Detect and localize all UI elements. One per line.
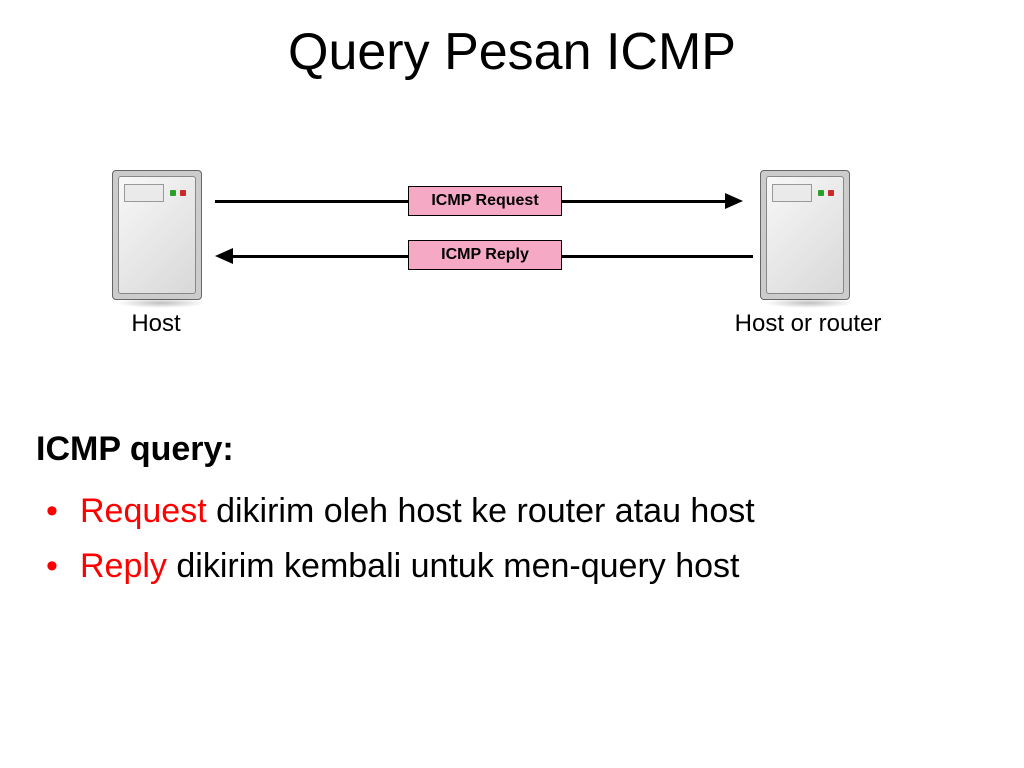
bullet-list: Request dikirim oleh host ke router atau…: [36, 487, 988, 592]
subheading: ICMP query:: [36, 430, 988, 469]
bullet-text: dikirim oleh host ke router atau host: [207, 492, 755, 530]
bullet-highlight: Reply: [80, 547, 167, 585]
router-label: Host or router: [698, 310, 918, 338]
host-server-icon: [112, 170, 202, 300]
slide-title: Query Pesan ICMP: [0, 0, 1024, 82]
bullet-item: Request dikirim oleh host ke router atau…: [36, 487, 988, 536]
bullet-highlight: Request: [80, 492, 207, 530]
request-arrow-head-icon: [725, 193, 743, 209]
router-server-icon: [760, 170, 850, 300]
bullet-text: dikirim kembali untuk men-query host: [167, 547, 740, 585]
content-area: ICMP query: Request dikirim oleh host ke…: [36, 430, 988, 598]
host-label: Host: [46, 310, 266, 338]
reply-arrow-head-icon: [215, 248, 233, 264]
bullet-item: Reply dikirim kembali untuk men-query ho…: [36, 542, 988, 591]
icmp-reply-box: ICMP Reply: [408, 240, 562, 270]
icmp-diagram: Host Host or router ICMP Request ICMP Re…: [0, 160, 1024, 390]
icmp-request-box: ICMP Request: [408, 186, 562, 216]
